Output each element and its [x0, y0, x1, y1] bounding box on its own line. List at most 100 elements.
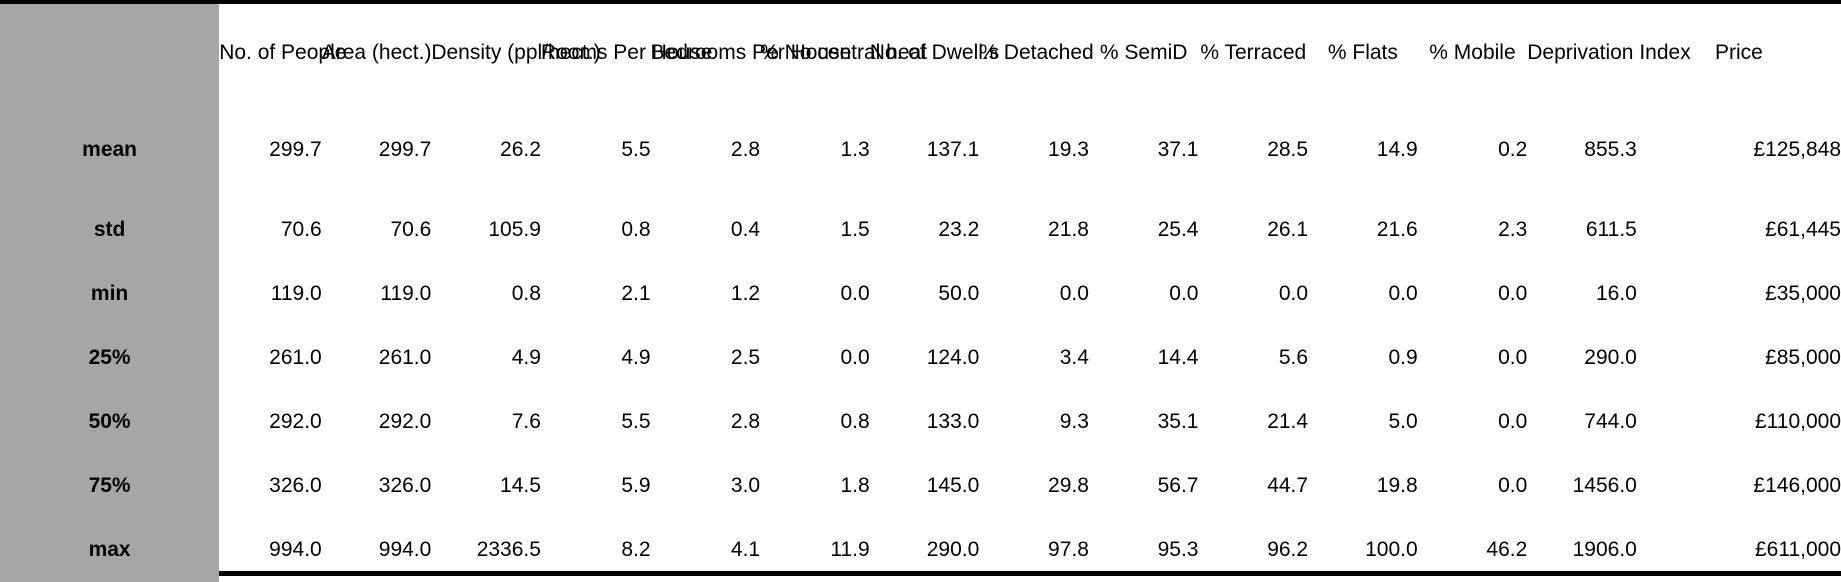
price-cell: £61,445	[1765, 218, 1841, 241]
row-label: 50%	[0, 390, 220, 454]
table-cell: 3.4	[1059, 346, 1089, 369]
table-cell: 292.0	[378, 410, 432, 433]
table-cell: 9.3	[1059, 410, 1089, 433]
table-cell: 0.0	[1498, 474, 1528, 497]
table-cell: 1.2	[730, 282, 761, 305]
table-cell: 0.0	[1498, 282, 1528, 305]
price-cell: £125,848	[1753, 138, 1841, 161]
table-cell: 1456.0	[1572, 474, 1637, 497]
table-cell: 11.9	[830, 538, 870, 561]
table-cell: 0.2	[1498, 138, 1528, 161]
summary-statistics-table: No. of People Area (hect.) Density (ppl/…	[0, 4, 1841, 582]
row-label: std	[0, 198, 220, 262]
table-cell: 35.1	[1157, 410, 1199, 433]
table-cell: 5.0	[1388, 410, 1418, 433]
table-cell: 261.0	[269, 346, 322, 369]
table-cell: 14.4	[1157, 346, 1199, 369]
column-header: Area (hect.)	[321, 41, 432, 64]
table-cell: 56.7	[1157, 474, 1199, 497]
table-cell: 96.2	[1267, 538, 1309, 561]
table-cell: 292.0	[269, 410, 322, 433]
table-cell: 14.9	[1376, 138, 1418, 161]
table-cell: 5.6	[1278, 346, 1309, 369]
table-cell: 0.0	[1498, 410, 1528, 433]
column-header: % Mobile	[1429, 41, 1516, 64]
table-cell: 133.0	[926, 410, 980, 433]
table-cell: 299.7	[378, 138, 432, 161]
column-header: Bedrooms Per House	[650, 41, 852, 64]
column-header: % SemiD	[1099, 41, 1188, 64]
column-header: Rooms Per House	[540, 41, 713, 64]
column-header: No. of Dwell.s	[869, 41, 1000, 64]
row-label: 25%	[0, 326, 220, 390]
table-row: min 119.0 119.0 0.8 2.1 1.2 0.0 50.0 0.0…	[0, 262, 1841, 326]
table-cell: 0.0	[840, 346, 870, 369]
table-cell: 95.3	[1157, 538, 1199, 561]
column-header: Deprivation Index	[1527, 41, 1691, 64]
table-cell: 26.2	[500, 138, 541, 161]
table-cell: 2.8	[730, 410, 761, 433]
table-cell: 0.0	[840, 282, 870, 305]
price-cell: £146,000	[1753, 474, 1841, 497]
table-cell: 2.8	[730, 138, 761, 161]
table-cell: 2336.5	[476, 538, 541, 561]
table-cell: 299.7	[269, 138, 322, 161]
table-cell: 14.5	[500, 474, 541, 497]
table-cell: 0.0	[1059, 282, 1089, 305]
table-cell: 46.2	[1486, 538, 1528, 561]
table-cell: 19.3	[1048, 138, 1089, 161]
row-label: 75%	[0, 454, 220, 518]
table-cell: 611.5	[1585, 218, 1637, 241]
table-cell: 1.8	[840, 474, 870, 497]
header-stub-cell	[0, 4, 220, 102]
column-header: % Terraced	[1200, 41, 1307, 64]
table-cell: 23.2	[938, 218, 980, 241]
row-label: min	[0, 262, 220, 326]
table-cell: 7.6	[511, 410, 541, 433]
table-cell: 4.9	[621, 346, 651, 369]
table-cell: 70.6	[390, 218, 432, 241]
price-cell: £611,000	[1754, 538, 1841, 561]
table-cell: 28.5	[1267, 138, 1309, 161]
table-cell: 26.1	[1267, 218, 1309, 241]
table-cell: 994.0	[378, 538, 432, 561]
price-cell: £35,000	[1765, 282, 1841, 305]
table-cell: 137.1	[926, 138, 980, 161]
table-cell: 44.7	[1267, 474, 1309, 497]
table-cell: 145.0	[926, 474, 980, 497]
row-label: max	[0, 518, 220, 582]
table-cell: 105.9	[488, 218, 541, 241]
table-cell: 70.6	[280, 218, 322, 241]
table-cell: 994.0	[269, 538, 322, 561]
table-cell: 25.4	[1157, 218, 1199, 241]
price-cell: £110,000	[1754, 410, 1841, 433]
column-header: Density (ppl/hect.)	[431, 41, 601, 64]
table-cell: 4.1	[730, 538, 761, 561]
table-cell: 21.6	[1376, 218, 1418, 241]
table-cell: 1.5	[840, 218, 870, 241]
table-cell: 0.8	[621, 218, 651, 241]
table-cell: 50.0	[938, 282, 980, 305]
price-cell: £85,000	[1765, 346, 1841, 369]
table-cell: 119.0	[380, 282, 432, 305]
table-cell: 326.0	[378, 474, 432, 497]
table-cell: 21.8	[1048, 218, 1089, 241]
table-cell: 1.3	[840, 138, 870, 161]
table-row: mean 299.7 299.7 26.2 5.5 2.8 1.3 137.1 …	[0, 102, 1841, 198]
table-cell: 290.0	[1584, 346, 1637, 369]
column-header: % Detached	[979, 41, 1094, 64]
table-cell: 100.0	[1365, 538, 1418, 561]
table-cell: 0.0	[1278, 282, 1309, 305]
table-cell: 0.4	[730, 218, 761, 241]
table-row: max 994.0 994.0 2336.5 8.2 4.1 11.9 290.…	[0, 518, 1841, 582]
table-cell: 4.9	[511, 346, 541, 369]
column-header: No. of People	[219, 41, 347, 64]
table-cell: 16.0	[1595, 282, 1637, 305]
table-cell: 2.1	[621, 282, 651, 305]
table-cell: 37.1	[1157, 138, 1199, 161]
column-header: Price	[1715, 41, 1763, 64]
table-cell: 261.0	[378, 346, 432, 369]
table-cell: 5.5	[621, 138, 651, 161]
table-cell: 119.0	[270, 282, 322, 305]
table-cell: 29.8	[1048, 474, 1089, 497]
